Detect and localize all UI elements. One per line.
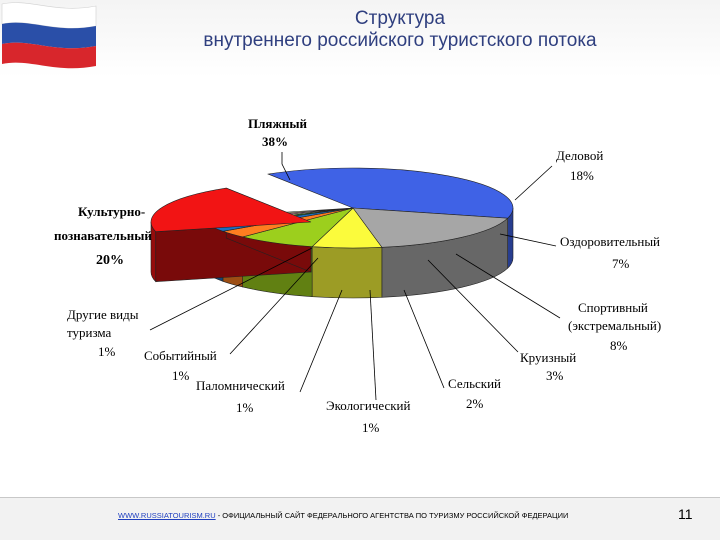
russian-flag-icon (1, 2, 97, 69)
footer-text: WWW.RUSSIATOURISM.RU - ОФИЦИАЛЬНЫЙ САЙТ … (118, 511, 568, 520)
slice-value-0: 38% (262, 134, 288, 149)
slide-title: Структура внутреннего российского турист… (110, 8, 690, 52)
slice-label-2-line-0: Оздоровительный (560, 234, 660, 249)
slice-labels: Пляжный 38% Деловой 18% Оздоровительный 7% Спо… (54, 116, 661, 435)
footer-divider (0, 497, 720, 498)
footer: WWW.RUSSIATOURISM.RU - ОФИЦИАЛЬНЫЙ САЙТ … (0, 498, 720, 540)
slice-label-1-line-0: Деловой (556, 148, 603, 163)
leader-line-7 (299, 289, 343, 393)
slice-label-8-line-0: Событийный (144, 348, 217, 363)
slice-value-8: 1% (172, 368, 190, 383)
slide-title-line-2: внутреннего российского туристского пото… (203, 30, 597, 51)
slice-label-3-line-1: (экстремальный) (568, 318, 661, 333)
slice-label-3-line-0: Спортивный (578, 300, 648, 315)
slice-value-6: 1% (362, 420, 380, 435)
page-number: 11 (678, 506, 693, 522)
slice-label-9-line-1: туризма (67, 325, 112, 340)
pie-top-layer (150, 167, 514, 249)
leader-line-8 (229, 257, 319, 355)
slice-label-10-line-1: познавательный (54, 228, 152, 243)
pie-chart: Пляжный 38% Деловой 18% Оздоровительный 7% Спо… (54, 116, 661, 435)
slice-value-2: 7% (612, 256, 630, 271)
pie-slice-0 (267, 167, 514, 219)
slide-title-line-1: Структура (354, 8, 446, 29)
leader-line-2 (499, 233, 557, 247)
slice-label-5-line-0: Сельский (448, 376, 501, 391)
title-band (0, 0, 720, 78)
pie-slice-10 (150, 187, 312, 232)
leader-line-1 (514, 165, 553, 201)
pie-side-2 (311, 246, 383, 299)
footer-site-link[interactable]: WWW.RUSSIATOURISM.RU (118, 511, 216, 520)
slice-value-4: 3% (546, 368, 564, 383)
slice-label-7-line-0: Паломнический (196, 378, 285, 393)
slice-label-0-line-0: Пляжный (248, 116, 308, 131)
leader-line-9 (149, 247, 313, 331)
slice-label-4-line-0: Круизный (520, 350, 576, 365)
footer-caption: - ОФИЦИАЛЬНЫЙ САЙТ ФЕДЕРАЛЬНОГО АГЕНТСТВ… (215, 511, 569, 520)
leader-line-0 (281, 152, 291, 181)
leader-line-6 (369, 289, 377, 401)
slice-label-6-line-0: Экологический (326, 398, 411, 413)
slice-value-5: 2% (466, 396, 484, 411)
slice-label-9-line-0: Другие виды (67, 307, 139, 322)
slice-value-10: 20% (96, 253, 124, 268)
slice-value-9: 1% (98, 344, 116, 359)
pie-slice-1 (352, 207, 509, 248)
slice-value-3: 8% (610, 338, 628, 353)
leader-line-4 (427, 259, 519, 353)
leader-line-5 (403, 289, 445, 389)
slice-value-7: 1% (236, 400, 254, 415)
slice-value-1: 18% (570, 168, 594, 183)
slice-label-10-line-0: Культурно- (78, 204, 145, 219)
leader-line-3 (455, 253, 561, 319)
